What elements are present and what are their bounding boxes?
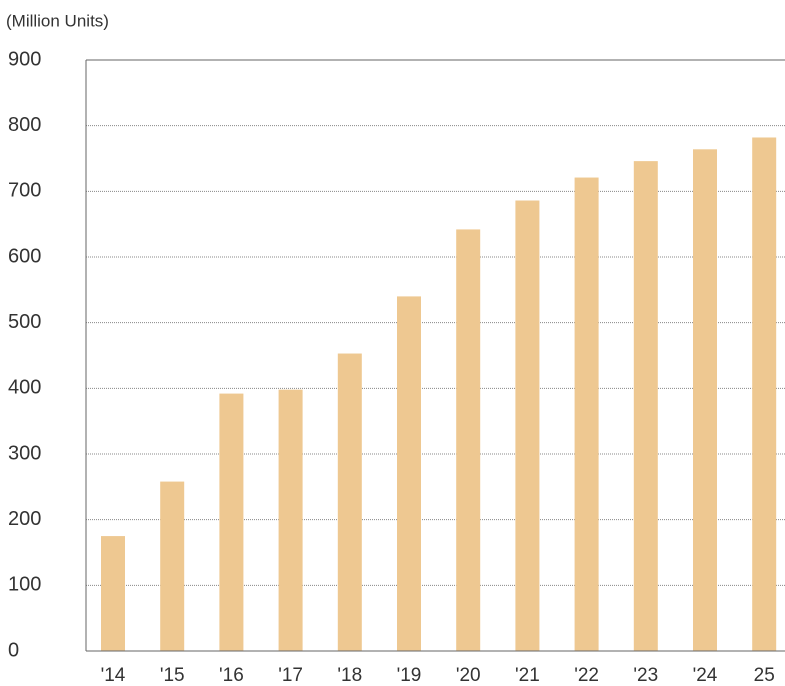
x-tick-label: '19 — [397, 665, 422, 686]
bar — [693, 149, 717, 651]
x-tick-label: '15 — [160, 665, 185, 686]
bar — [633, 161, 658, 652]
y-tick-label: 0 — [8, 639, 19, 661]
bar — [456, 229, 481, 652]
bar — [752, 137, 777, 651]
y-axis-label: (Million Units) — [6, 11, 109, 30]
x-tick-label: '22 — [574, 665, 599, 686]
x-tick-label: '20 — [456, 665, 481, 686]
y-tick-label: 700 — [8, 180, 41, 202]
bar — [397, 296, 421, 651]
y-tick-label: 100 — [8, 574, 41, 596]
bar — [574, 177, 599, 651]
x-tick-label: '17 — [278, 665, 303, 686]
y-tick-label: 900 — [8, 48, 41, 70]
bar — [219, 393, 244, 651]
x-tick-label: '14 — [101, 665, 126, 686]
y-tick-label: 500 — [8, 311, 41, 333]
y-tick-label: 600 — [8, 245, 41, 267]
bar — [278, 389, 303, 651]
x-tick-label: '16 — [219, 665, 244, 686]
x-tick-label: 25 — [754, 665, 775, 686]
x-tick-label: '23 — [633, 665, 658, 686]
bar — [515, 200, 540, 651]
y-tick-label: 400 — [8, 377, 41, 399]
bar — [101, 536, 125, 651]
bar — [337, 353, 362, 651]
x-tick-label: '21 — [515, 665, 540, 686]
y-tick-label: 300 — [8, 442, 41, 464]
x-tick-label: '24 — [693, 665, 718, 686]
y-tick-label: 200 — [8, 508, 41, 530]
y-tick-label: 800 — [8, 114, 41, 136]
x-tick-label: '18 — [337, 665, 362, 686]
bar — [160, 481, 185, 651]
